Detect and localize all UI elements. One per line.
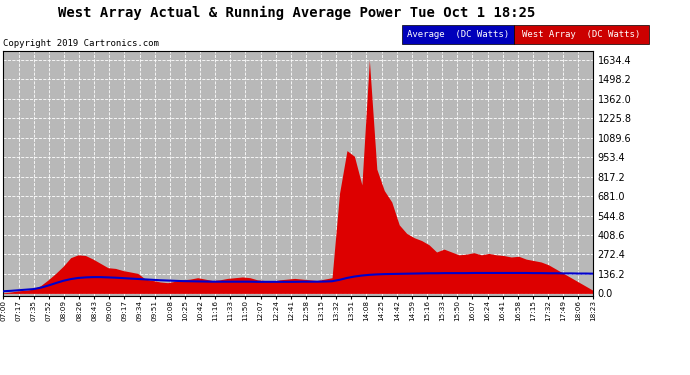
Text: West Array Actual & Running Average Power Tue Oct 1 18:25: West Array Actual & Running Average Powe… [58, 6, 535, 20]
Text: West Array  (DC Watts): West Array (DC Watts) [522, 30, 640, 39]
Text: Average  (DC Watts): Average (DC Watts) [406, 30, 509, 39]
Text: Copyright 2019 Cartronics.com: Copyright 2019 Cartronics.com [3, 39, 159, 48]
